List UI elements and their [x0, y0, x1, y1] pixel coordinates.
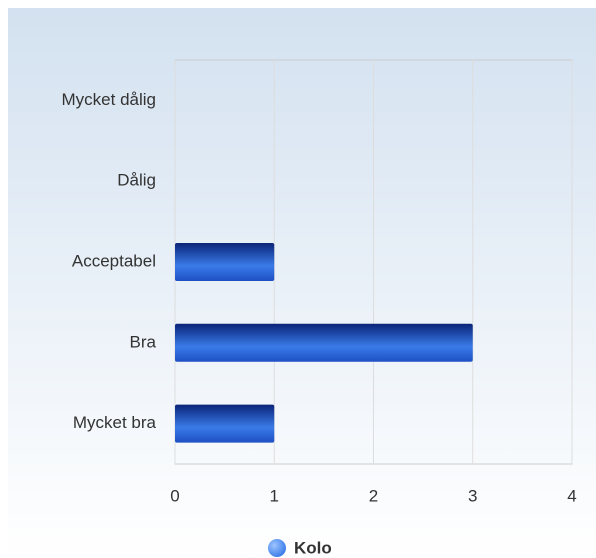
x-tick-label: 3 — [468, 486, 477, 505]
x-tick-label: 0 — [170, 486, 179, 505]
x-tick-label: 4 — [567, 486, 576, 505]
bar — [175, 404, 275, 443]
x-tick-label: 2 — [369, 486, 378, 505]
legend-label: Kolo — [294, 538, 332, 557]
y-tick-label: Bra — [130, 332, 157, 351]
y-tick-label: Dålig — [117, 171, 156, 190]
y-tick-label: Mycket dålig — [62, 90, 156, 109]
y-tick-label: Mycket bra — [73, 413, 157, 432]
background — [8, 8, 596, 558]
legend-marker — [268, 539, 286, 557]
y-tick-label: Acceptabel — [72, 251, 156, 270]
bar — [175, 243, 275, 281]
x-tick-label: 1 — [270, 486, 279, 505]
bar — [175, 323, 473, 362]
